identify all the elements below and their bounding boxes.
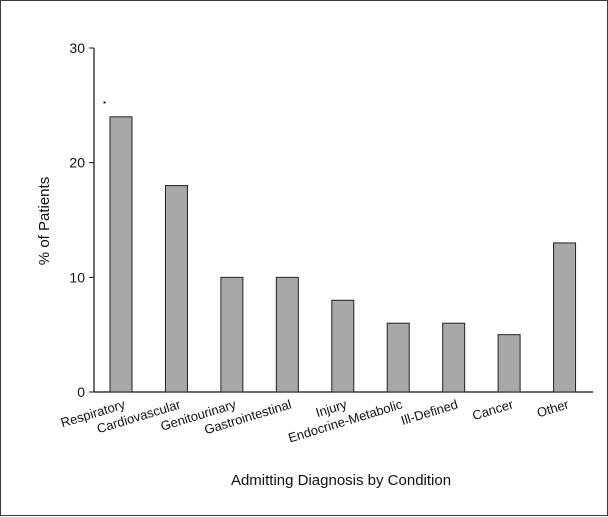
y-axis-title: % of Patients: [36, 177, 53, 265]
x-axis-title: Admitting Diagnosis by Condition: [231, 472, 451, 489]
y-tick-label: 10: [69, 269, 85, 285]
bars-layer: [109, 116, 577, 393]
bar-respiratory: [109, 116, 133, 393]
bar-injury: [331, 299, 355, 393]
bar-cancer: [497, 334, 521, 393]
bar-gastrointestinal: [275, 276, 299, 393]
x-tick-label: Other: [535, 396, 571, 420]
y-tick-label: 0: [77, 384, 85, 400]
y-tick-label: 30: [69, 40, 85, 56]
y-tick-label: 20: [69, 155, 85, 171]
stray-mark: [103, 101, 106, 104]
x-tick-label: Ill-Defined: [399, 397, 459, 428]
x-tick-label: Cancer: [471, 396, 516, 423]
labels-layer: 0102030RespiratoryCardiovascularGenitour…: [59, 40, 571, 446]
bar-endocrine-metabolic: [386, 322, 410, 393]
bar-cardiovascular: [164, 185, 188, 393]
bar-ill-defined: [442, 322, 466, 393]
bar-genitourinary: [220, 276, 244, 393]
bar-other: [553, 242, 577, 393]
